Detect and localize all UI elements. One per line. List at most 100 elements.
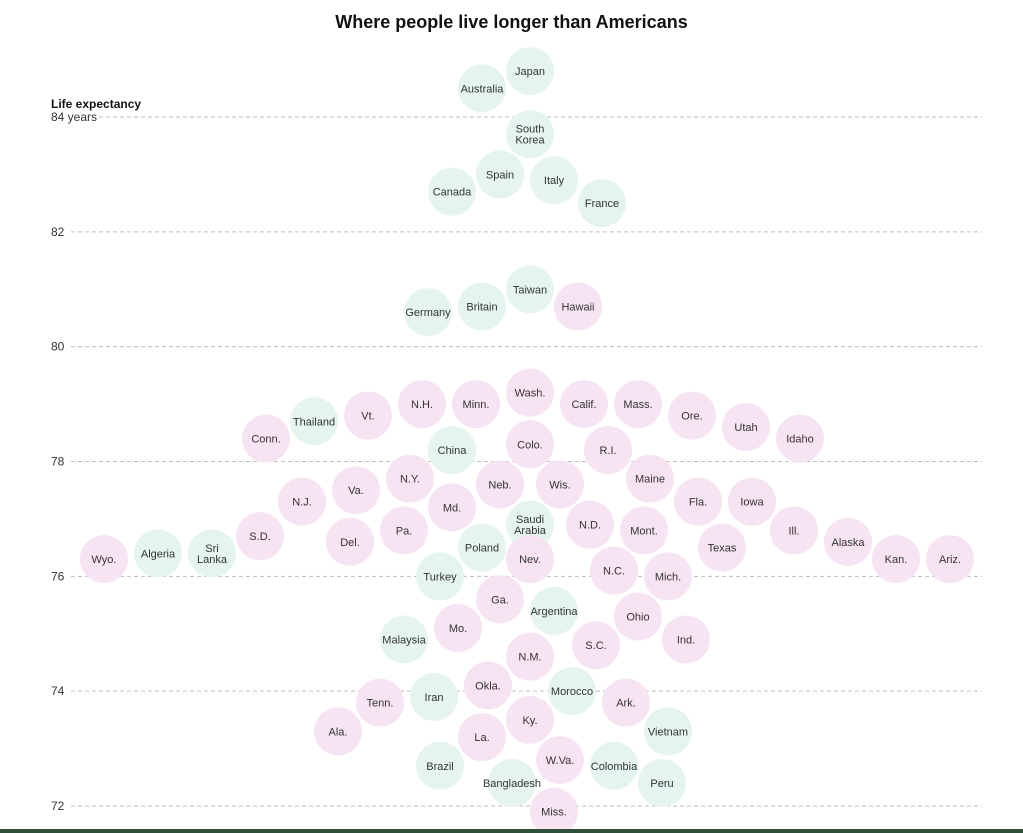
bubble-label: S.C. bbox=[585, 640, 606, 652]
state-bubble-w-va: W.Va. bbox=[536, 736, 584, 785]
bubble-circle bbox=[548, 667, 596, 716]
country-bubble-france: France bbox=[578, 179, 626, 228]
y-tick-label: 84 years bbox=[51, 110, 97, 124]
state-bubble-ark: Ark. bbox=[602, 678, 650, 727]
bubble-circle bbox=[416, 552, 464, 601]
state-bubble-okla: Okla. bbox=[464, 661, 512, 710]
country-bubble-canada: Canada bbox=[428, 167, 476, 216]
country-bubble-malaysia: Malaysia bbox=[380, 615, 428, 664]
state-bubble-la: La. bbox=[458, 713, 506, 762]
bubble-circle bbox=[134, 529, 182, 578]
country-bubble-iran: Iran bbox=[410, 672, 458, 721]
country-bubble-turkey: Turkey bbox=[416, 552, 464, 601]
bubble-label: Iran bbox=[425, 692, 444, 704]
bubble-label: Md. bbox=[443, 502, 461, 514]
bubble-label: Ky. bbox=[522, 715, 537, 727]
bubble-circle bbox=[80, 535, 128, 584]
bubble-label: Poland bbox=[465, 543, 499, 555]
bubble-label: Saudi bbox=[516, 514, 544, 526]
state-bubble-conn: Conn. bbox=[242, 414, 290, 463]
state-bubble-mass: Mass. bbox=[614, 380, 662, 429]
bubble-circle bbox=[458, 523, 506, 572]
bubble-label: Vt. bbox=[361, 411, 374, 423]
bubble-label: Neb. bbox=[488, 479, 511, 491]
bubble-label: Colombia bbox=[591, 761, 638, 773]
state-bubble-ind: Ind. bbox=[662, 615, 710, 664]
bubble-circle bbox=[188, 529, 236, 578]
bubble-label: Bangladesh bbox=[483, 778, 541, 790]
bubble-label: Lanka bbox=[197, 554, 228, 566]
state-bubble-ky: Ky. bbox=[506, 695, 554, 744]
state-bubble-ala: Ala. bbox=[314, 707, 362, 756]
bubble-label: Ga. bbox=[491, 594, 509, 606]
state-bubble-tenn: Tenn. bbox=[356, 678, 404, 727]
bubble-circle bbox=[728, 477, 776, 526]
country-bubble-vietnam: Vietnam bbox=[644, 707, 692, 756]
country-bubble-poland: Poland bbox=[458, 523, 506, 572]
bubble-circle bbox=[506, 265, 554, 314]
state-bubble-utah: Utah bbox=[722, 403, 770, 452]
bubble-label: Maine bbox=[635, 474, 665, 486]
bubble-circle bbox=[386, 454, 434, 503]
bubble-circle bbox=[590, 546, 638, 595]
bubble-circle bbox=[770, 506, 818, 555]
bubble-label: Britain bbox=[466, 301, 497, 313]
bubble-circle bbox=[722, 403, 770, 452]
state-bubble-md: Md. bbox=[428, 483, 476, 532]
bubble-circle bbox=[326, 517, 374, 566]
state-bubble-alaska: Alaska bbox=[824, 517, 872, 566]
bubble-circle bbox=[590, 741, 638, 790]
bubble-circle bbox=[530, 586, 578, 635]
bubble-label: Ariz. bbox=[939, 554, 961, 566]
state-bubble-iowa: Iowa bbox=[728, 477, 776, 526]
bubble-label: Morocco bbox=[551, 686, 593, 698]
state-bubble-n-d: N.D. bbox=[566, 500, 614, 549]
country-bubble-spain: Spain bbox=[476, 150, 524, 199]
country-bubble-italy: Italy bbox=[530, 156, 578, 205]
country-bubble-germany: Germany bbox=[404, 288, 452, 337]
bubble-circle bbox=[926, 535, 974, 584]
bubble-circle bbox=[506, 695, 554, 744]
bubble-label: N.M. bbox=[518, 652, 541, 664]
state-bubble-colo: Colo. bbox=[506, 420, 554, 469]
bubble-label: Japan bbox=[515, 66, 545, 78]
country-bubble-bangladesh: Bangladesh bbox=[483, 759, 541, 808]
state-bubble-nev: Nev. bbox=[506, 535, 554, 584]
bubble-circle bbox=[476, 575, 524, 624]
bubble-label: Miss. bbox=[541, 807, 567, 819]
state-bubble-vt: Vt. bbox=[344, 391, 392, 440]
bubble-circle bbox=[380, 506, 428, 555]
bubble-circle bbox=[506, 535, 554, 584]
state-bubble-n-c: N.C. bbox=[590, 546, 638, 595]
bubble-circle bbox=[614, 380, 662, 429]
bubble-label: Okla. bbox=[475, 680, 501, 692]
state-bubble-mont: Mont. bbox=[620, 506, 668, 555]
state-bubble-wash: Wash. bbox=[506, 368, 554, 417]
country-bubble-thailand: Thailand bbox=[290, 397, 338, 446]
country-bubble-japan: Japan bbox=[506, 47, 554, 96]
bubble-circle bbox=[506, 368, 554, 417]
state-bubble-ohio: Ohio bbox=[614, 592, 662, 641]
bubble-label: Ill. bbox=[789, 525, 800, 537]
state-bubble-wis: Wis. bbox=[536, 460, 584, 509]
bubble-circle bbox=[644, 707, 692, 756]
bubble-label: Del. bbox=[340, 537, 360, 549]
bubble-circle bbox=[614, 592, 662, 641]
country-bubble-argentina: Argentina bbox=[530, 586, 578, 635]
country-bubble-peru: Peru bbox=[638, 759, 686, 808]
country-bubble-morocco: Morocco bbox=[548, 667, 596, 716]
bubble-circle bbox=[506, 110, 554, 159]
bubble-circle bbox=[476, 150, 524, 199]
bubble-label: Wis. bbox=[549, 479, 570, 491]
bubble-label: Pa. bbox=[396, 525, 413, 537]
state-bubble-neb: Neb. bbox=[476, 460, 524, 509]
bubble-circle bbox=[380, 615, 428, 664]
y-tick-label: 76 bbox=[51, 569, 65, 583]
bubble-circle bbox=[872, 535, 920, 584]
bubble-label: Alaska bbox=[831, 537, 865, 549]
bubble-label: Malaysia bbox=[382, 634, 426, 646]
state-bubble-ga: Ga. bbox=[476, 575, 524, 624]
bubble-circle bbox=[572, 621, 620, 670]
